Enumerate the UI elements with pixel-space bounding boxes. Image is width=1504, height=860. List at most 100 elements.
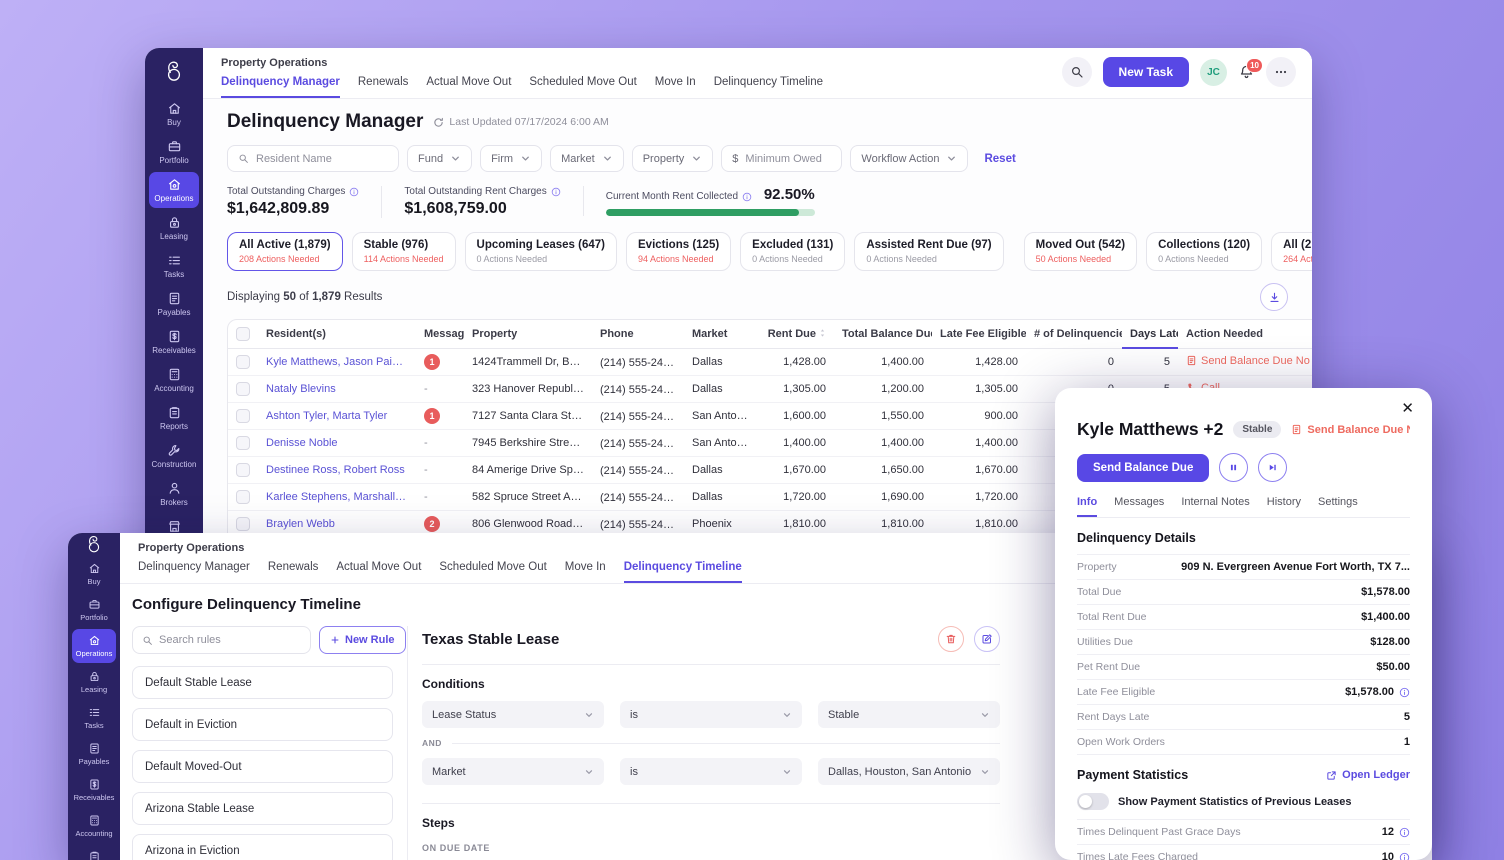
- sidebar-item-reports[interactable]: Reports: [72, 845, 116, 860]
- close-icon[interactable]: ✕: [1401, 400, 1414, 417]
- copy-icon[interactable]: [680, 437, 684, 447]
- new-rule-button[interactable]: New Rule: [319, 626, 406, 654]
- row-checkbox[interactable]: [236, 409, 250, 423]
- segment-stable-976[interactable]: Stable (976) 114 Actions Needed: [351, 232, 456, 271]
- resident-name-input[interactable]: [256, 152, 374, 165]
- tab-move-in[interactable]: Move In: [654, 76, 696, 88]
- search-rules-field[interactable]: [132, 626, 311, 654]
- resident-link[interactable]: Karlee Stephens, Marshall Steph...: [266, 491, 408, 503]
- panel-tab-settings[interactable]: Settings: [1318, 496, 1358, 508]
- resident-link[interactable]: Nataly Blevins: [266, 383, 336, 395]
- column-header-days-late[interactable]: Days Late: [1122, 320, 1178, 349]
- column-header-late-fee-eligible[interactable]: Late Fee Eligible: [932, 320, 1026, 349]
- sidebar-item-accounting[interactable]: Accounting: [149, 362, 199, 398]
- filter-property-select[interactable]: Property: [631, 145, 714, 172]
- sidebar-item-operations[interactable]: Operations: [149, 172, 199, 208]
- notifications-button[interactable]: 10: [1238, 57, 1263, 81]
- sidebar-item-receivables[interactable]: Receivables: [149, 324, 199, 360]
- send-balance-due-notice-link[interactable]: Send Balance Due Notice: [1291, 424, 1410, 436]
- panel-tab-history[interactable]: History: [1266, 496, 1302, 508]
- condition-value-select[interactable]: Stable: [818, 701, 1000, 728]
- sidebar-item-payables[interactable]: Payables: [149, 286, 199, 322]
- filter-workflow-action-select[interactable]: Workflow Action: [850, 145, 969, 172]
- select-all-checkbox[interactable]: [236, 327, 250, 341]
- column-header-total-balance-due[interactable]: Total Balance Due: [834, 320, 932, 349]
- skip-step-button[interactable]: [1258, 453, 1288, 482]
- minimum-owed-field[interactable]: $: [721, 145, 843, 172]
- filter-market-select[interactable]: Market: [550, 145, 624, 172]
- sidebar-item-leasing[interactable]: Leasing: [72, 665, 116, 699]
- condition-operator-select[interactable]: is: [620, 701, 802, 728]
- sidebar-item-buy[interactable]: Buy: [149, 96, 199, 132]
- sidebar-item-tasks[interactable]: Tasks: [149, 248, 199, 284]
- sort-icon[interactable]: [819, 328, 826, 341]
- open-ledger-link[interactable]: Open Ledger: [1326, 769, 1410, 781]
- column-header-rent-due[interactable]: Rent Due: [758, 320, 834, 349]
- reset-filters-link[interactable]: Reset: [984, 152, 1016, 165]
- rule-item-arizona-stable-lease[interactable]: Arizona Stable Lease: [132, 792, 393, 825]
- sidebar-item-accounting[interactable]: Accounting: [72, 809, 116, 843]
- row-checkbox[interactable]: [236, 517, 250, 531]
- search-button[interactable]: [1061, 57, 1092, 87]
- table-row[interactable]: Ashton Tyler, Marta Tyler 1 7127 Santa C…: [228, 403, 1312, 430]
- segment-evictions-125[interactable]: Evictions (125) 94 Actions Needed: [626, 232, 732, 271]
- sidebar-item-operations[interactable]: Operations: [72, 629, 116, 663]
- column-header-messages[interactable]: Messages: [416, 320, 464, 349]
- rule-item-default-in-eviction[interactable]: Default in Eviction: [132, 708, 393, 741]
- sidebar-item-payables[interactable]: Payables: [72, 737, 116, 771]
- sidebar-item-receivables[interactable]: Receivables: [72, 773, 116, 807]
- messages-badge[interactable]: 1: [424, 408, 440, 424]
- messages-badge[interactable]: 2: [424, 516, 440, 532]
- row-checkbox[interactable]: [236, 490, 250, 504]
- tab-actual-move-out[interactable]: Actual Move Out: [426, 76, 512, 88]
- segment-all-2-541[interactable]: All (2,541) 264 Actions Needed: [1271, 232, 1312, 271]
- sidebar-item-construction[interactable]: Construction: [149, 438, 199, 474]
- new-task-button[interactable]: New Task: [1102, 57, 1189, 87]
- rule-item-default-moved-out[interactable]: Default Moved-Out: [132, 750, 393, 783]
- tab-scheduled-move-out[interactable]: Scheduled Move Out: [529, 76, 637, 88]
- tab-move-in[interactable]: Move In: [564, 561, 606, 573]
- rule-item-arizona-in-eviction[interactable]: Arizona in Eviction: [132, 834, 393, 860]
- condition-value-select[interactable]: Dallas, Houston, San Antonio: [818, 758, 1000, 785]
- column-header-resident-s[interactable]: Resident(s): [258, 320, 416, 349]
- condition-operator-select[interactable]: is: [620, 758, 802, 785]
- row-checkbox[interactable]: [236, 382, 250, 396]
- tab-actual-move-out[interactable]: Actual Move Out: [336, 561, 422, 573]
- copy-icon[interactable]: [680, 410, 684, 420]
- segment-upcoming-leases-647[interactable]: Upcoming Leases (647) 0 Actions Needed: [464, 232, 617, 271]
- pause-timeline-button[interactable]: [1219, 453, 1249, 482]
- tab-renewals[interactable]: Renewals: [267, 561, 319, 573]
- tab-delinquency-timeline[interactable]: Delinquency Timeline: [713, 76, 824, 88]
- condition-field-select[interactable]: Market: [422, 758, 604, 785]
- column-header-market[interactable]: Market: [684, 320, 758, 349]
- sidebar-item-reports[interactable]: Reports: [149, 400, 199, 436]
- app-logo[interactable]: [68, 533, 120, 555]
- row-checkbox[interactable]: [236, 463, 250, 477]
- minimum-owed-input[interactable]: [745, 152, 832, 165]
- tab-renewals[interactable]: Renewals: [357, 76, 409, 88]
- refresh-icon[interactable]: [433, 117, 444, 128]
- resident-link[interactable]: Destinee Ross, Robert Ross: [266, 464, 405, 476]
- download-button[interactable]: [1260, 283, 1288, 311]
- tab-delinquency-manager[interactable]: Delinquency Manager: [221, 76, 340, 98]
- tab-scheduled-move-out[interactable]: Scheduled Move Out: [439, 561, 547, 573]
- resident-link[interactable]: Braylen Webb: [266, 518, 335, 530]
- resident-link[interactable]: Kyle Matthews, Jason Paige, Ian...: [266, 356, 408, 368]
- sidebar-item-portfolio[interactable]: Portfolio: [72, 593, 116, 627]
- sidebar-item-brokers[interactable]: Brokers: [149, 476, 199, 512]
- delete-rule-button[interactable]: [938, 626, 964, 652]
- tab-delinquency-timeline[interactable]: Delinquency Timeline: [623, 561, 742, 583]
- previous-leases-toggle[interactable]: [1077, 793, 1109, 810]
- messages-badge[interactable]: 1: [424, 354, 440, 370]
- copy-icon[interactable]: [680, 518, 684, 528]
- sidebar-item-portfolio[interactable]: Portfolio: [149, 134, 199, 170]
- column-header-property[interactable]: Property: [464, 320, 592, 349]
- action-send-balance-due-link[interactable]: Send Balance Due Not: [1186, 355, 1310, 367]
- segment-collections-120[interactable]: Collections (120) 0 Actions Needed: [1146, 232, 1263, 271]
- segment-moved-out-542[interactable]: Moved Out (542) 50 Actions Needed: [1023, 232, 1138, 271]
- segment-all-active-1-879[interactable]: All Active (1,879) 208 Actions Needed: [227, 232, 343, 271]
- row-checkbox[interactable]: [236, 355, 250, 369]
- panel-tab-info[interactable]: Info: [1077, 496, 1098, 517]
- more-button[interactable]: [1266, 57, 1296, 87]
- column-header-phone[interactable]: Phone: [592, 320, 684, 349]
